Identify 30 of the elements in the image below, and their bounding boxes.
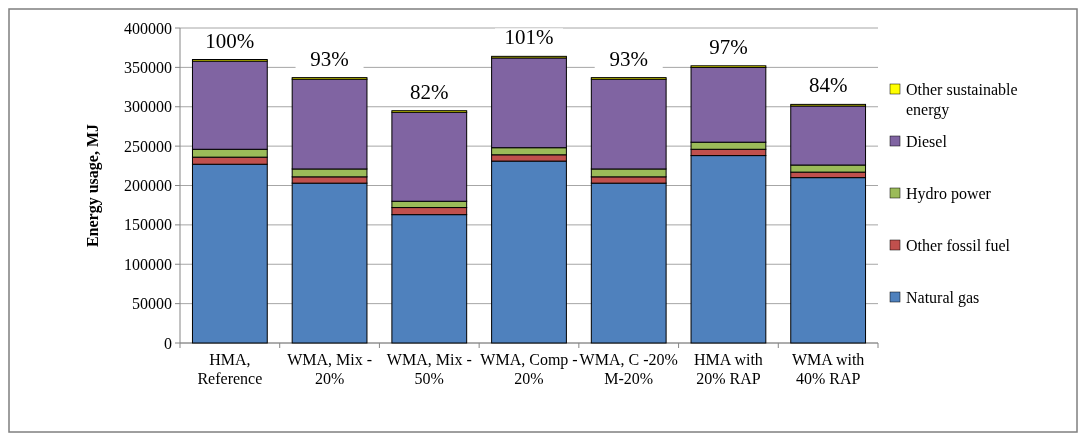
- annotation: 97%: [709, 34, 748, 59]
- x-tick-label: WMA, Mix -50%: [386, 351, 472, 387]
- y-tick-label: 250000: [124, 137, 172, 155]
- y-tick-label: 400000: [124, 19, 172, 37]
- annotation: 93%: [609, 46, 648, 71]
- y-tick-label: 300000: [124, 98, 172, 116]
- bar: [790, 177, 867, 344]
- y-tick-label: 350000: [124, 58, 172, 76]
- legend-label: Other fossil fuel: [906, 236, 1011, 254]
- annotation: 101%: [504, 25, 554, 50]
- legend-label: Diesel: [906, 132, 948, 150]
- y-tick-label: 50000: [132, 295, 172, 313]
- x-tick-label: WMA, Comp -20%: [480, 351, 578, 387]
- legend-label: Other sustainable energy: [906, 80, 1018, 119]
- legend-label: Natural gas: [906, 288, 980, 307]
- x-tick-label: HMA with 20% RAP: [693, 351, 763, 387]
- x-tick-label: HMA, Reference: [197, 351, 263, 387]
- annotation: 100%: [205, 28, 255, 53]
- legend-label: Hydro power: [906, 184, 992, 203]
- annotation: 82%: [410, 80, 449, 105]
- y-tick-label: 0: [164, 334, 172, 352]
- annotation: 93%: [310, 46, 349, 71]
- x-tick-label: WMA, C -20% M-20%: [579, 351, 678, 387]
- annotation: 84%: [808, 73, 848, 98]
- y-tick-label: 150000: [124, 216, 172, 234]
- y-tick-label: 200000: [124, 177, 172, 195]
- x-tick-label: WMA, Mix -20%: [287, 351, 373, 387]
- x-tick-label: WMA with 40% RAP: [791, 351, 865, 387]
- y-axis-title: Energy usage, MJ: [84, 123, 102, 248]
- y-tick-label: 100000: [124, 255, 172, 273]
